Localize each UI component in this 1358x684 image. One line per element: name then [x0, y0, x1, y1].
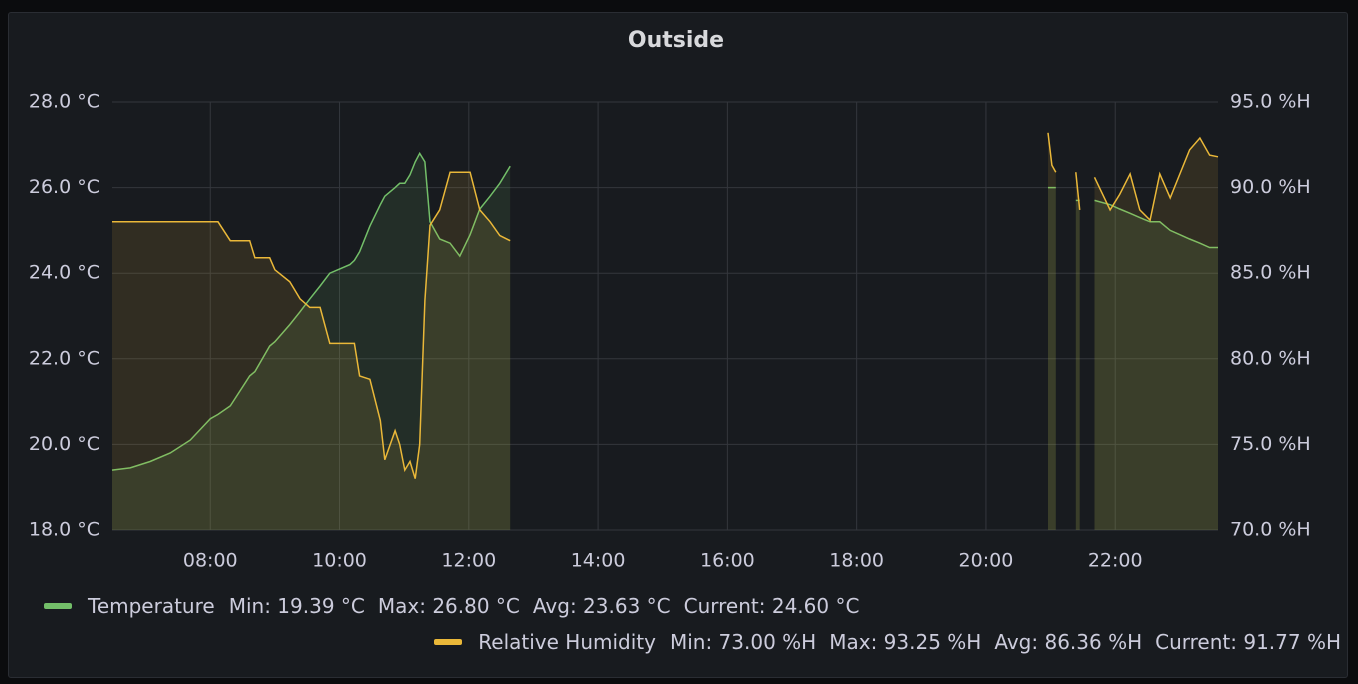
legend-stat: Max: 93.25 %H — [829, 630, 982, 654]
area — [1075, 172, 1080, 530]
panel — [8, 12, 1348, 678]
legend-stat: Min: 73.00 %H — [669, 630, 817, 654]
y2-tick-label: 90.0 %H — [1230, 176, 1311, 198]
y-tick-label: 20.0 °C — [29, 433, 100, 455]
legend-item: Temperature Min: 19.39 °C Max: 26.80 °C Avg… — [44, 594, 859, 618]
legend-name: Relative Humidity — [478, 630, 656, 654]
legend-stat: Min: 19.39 °C — [228, 594, 365, 618]
line — [1075, 172, 1081, 210]
area — [1075, 200, 1080, 530]
legend-stat: Max: 26.80 °C — [377, 594, 520, 618]
line — [112, 171, 511, 479]
area — [1048, 187, 1056, 530]
area — [1094, 200, 1218, 530]
x-tick-label: 20:00 — [959, 550, 1014, 572]
y2-tick-label: 75.0 %H — [1230, 433, 1311, 455]
legend-stat: Current: 24.60 °C — [683, 594, 860, 618]
x-tick-label: 10:00 — [312, 550, 367, 572]
x-tick-label: 22:00 — [1088, 550, 1143, 572]
y2-tick-label: 80.0 %H — [1230, 347, 1311, 369]
legend-swatch — [44, 603, 72, 609]
x-tick-label: 18:00 — [829, 550, 884, 572]
area — [112, 153, 511, 530]
area — [1094, 138, 1218, 530]
legend-stat: Avg: 86.36 %H — [994, 630, 1143, 654]
y-tick-label: 26.0 °C — [29, 176, 100, 198]
x-tick-label: 14:00 — [571, 550, 626, 572]
x-tick-label: 08:00 — [183, 550, 238, 572]
line — [1093, 136, 1219, 222]
y-tick-label: 18.0 °C — [29, 519, 100, 541]
line — [1094, 199, 1218, 249]
y2-tick-label: 70.0 %H — [1230, 519, 1311, 541]
y-tick-label: 22.0 °C — [29, 347, 100, 369]
legend-stat: Avg: 23.63 °C — [532, 594, 671, 618]
y-tick-label: 24.0 °C — [29, 262, 100, 284]
area — [112, 172, 511, 530]
legend-stat: Current: 91.77 %H — [1155, 630, 1341, 654]
line — [111, 151, 511, 471]
y2-tick-label: 85.0 %H — [1230, 262, 1311, 284]
chart-title: Outside — [628, 28, 724, 53]
area — [1048, 132, 1056, 531]
x-tick-label: 16:00 — [700, 550, 755, 572]
line — [1047, 132, 1057, 173]
legend-item: Relative Humidity Min: 73.00 %H Max: 93.25… — [434, 630, 1341, 654]
y-tick-label: 28.0 °C — [29, 91, 100, 113]
legend-swatch — [434, 639, 463, 645]
y2-tick-label: 95.0 %H — [1230, 91, 1311, 113]
x-tick-label: 12:00 — [441, 550, 496, 572]
chart: Outside 18.0 °C 20.0 °C 22.0 °C 24.0 °C 26.0… — [29, 28, 1311, 572]
legend-name: Temperature — [88, 594, 215, 618]
